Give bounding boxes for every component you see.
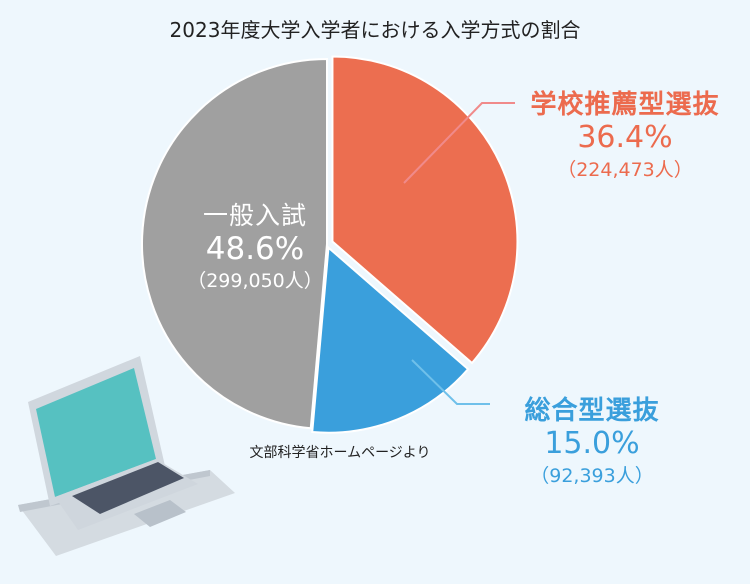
pie (141, 55, 519, 434)
source-note: 文部科学省ホームページより (249, 445, 431, 461)
slice-label-sogo: 総合型選抜 15.0% （92,393人） (482, 390, 702, 488)
pie-slice-suisen (331, 55, 519, 365)
slice-percent: 36.4% (577, 120, 673, 155)
slice-count: （299,050人） (187, 270, 323, 292)
slice-percent: 15.0% (544, 426, 640, 461)
slice-label-suisen: 学校推薦型選抜 36.4% （224,473人） (500, 84, 750, 182)
leader-line-suisen (403, 102, 515, 184)
chart-title: 2023年度大学入学者における入学方式の割合 (169, 18, 581, 42)
slice-name: 一般入試 (202, 201, 307, 230)
slice-name: 総合型選抜 (524, 396, 660, 426)
laptop-icon (18, 356, 235, 556)
slice-label-ippan: 一般入試 48.6% （299,050人） (160, 196, 350, 293)
slice-name: 学校推薦型選抜 (530, 90, 720, 120)
pie-slice-ippan (141, 57, 328, 430)
leader-line-sogo (411, 359, 490, 405)
slice-percent: 48.6% (205, 231, 305, 267)
pie-slice-sogo (311, 245, 470, 434)
slice-count: （92,393人） (530, 465, 654, 487)
slice-count: （224,473人） (557, 159, 693, 181)
